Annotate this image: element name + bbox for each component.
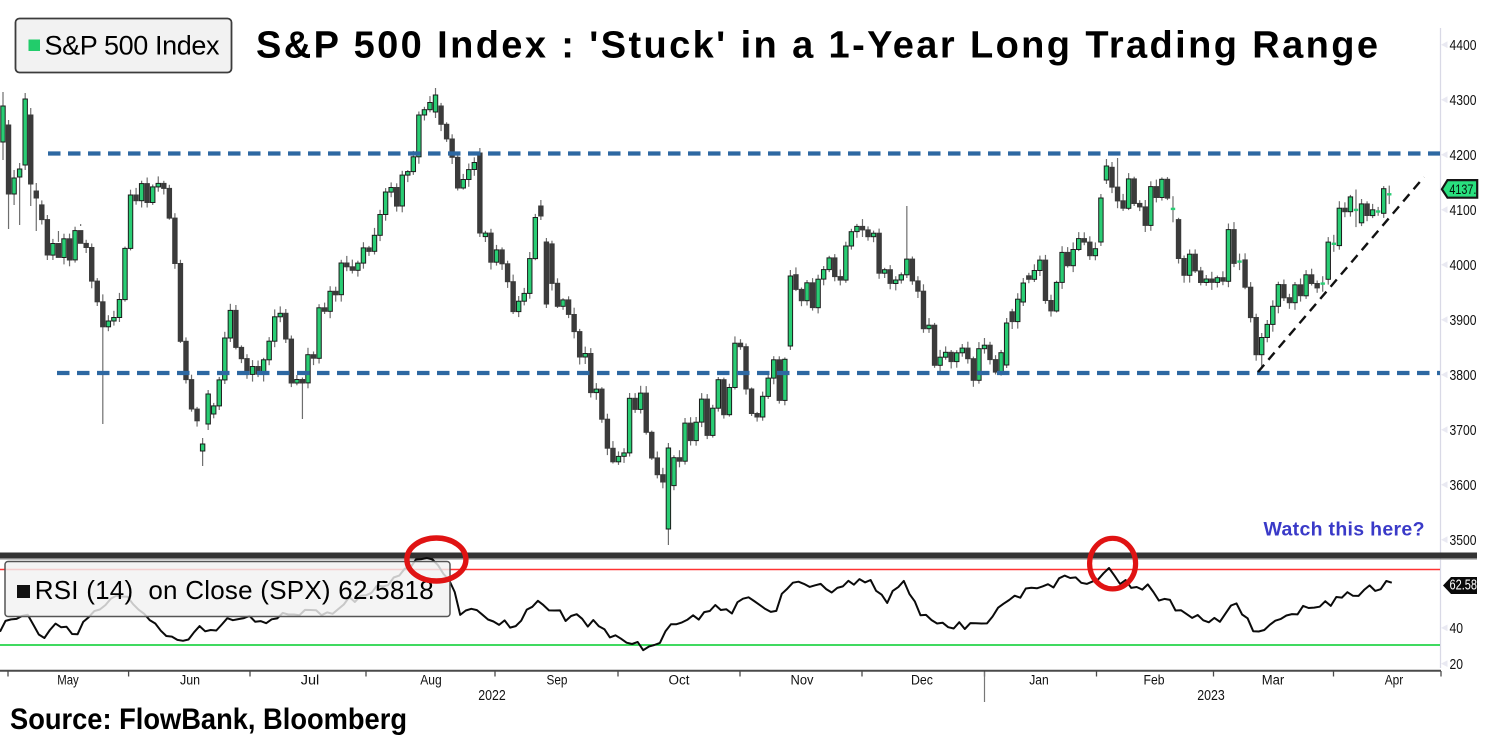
svg-text:Aug: Aug <box>420 673 442 688</box>
svg-text:2023: 2023 <box>1197 688 1225 704</box>
svg-text:Source: FlowBank, Bloomberg: Source: FlowBank, Bloomberg <box>10 703 407 736</box>
svg-text:3700: 3700 <box>1450 423 1477 439</box>
svg-text:Apr: Apr <box>1385 673 1404 688</box>
svg-text:S&P 500 Index : 'Stuck' in a 1: S&P 500 Index : 'Stuck' in a 1-Year Long… <box>256 24 1378 66</box>
svg-text:RSI (14) on Close (SPX) 62.58: RSI (14) on Close (SPX) 62.5818 <box>35 575 434 605</box>
svg-text:Sep: Sep <box>547 673 568 688</box>
svg-text:4200: 4200 <box>1450 148 1477 164</box>
svg-text:4137.: 4137. <box>1449 182 1476 197</box>
svg-text:May: May <box>57 673 79 688</box>
svg-text:20: 20 <box>1450 657 1464 673</box>
svg-text:Feb: Feb <box>1144 673 1165 688</box>
svg-text:3600: 3600 <box>1450 478 1477 494</box>
svg-text:4400: 4400 <box>1450 38 1477 54</box>
svg-text:Oct: Oct <box>669 673 690 688</box>
svg-text:Dec: Dec <box>911 673 933 688</box>
svg-text:62.58: 62.58 <box>1450 578 1478 594</box>
svg-text:Watch this here?: Watch this here? <box>1264 519 1425 541</box>
svg-text:Mar: Mar <box>1262 673 1285 688</box>
svg-text:4000: 4000 <box>1450 258 1477 274</box>
svg-text:4300: 4300 <box>1450 93 1477 109</box>
svg-text:2022: 2022 <box>478 688 506 704</box>
svg-text:Jun: Jun <box>180 673 200 688</box>
svg-text:3800: 3800 <box>1450 368 1477 384</box>
svg-text:Jul: Jul <box>301 673 320 688</box>
svg-text:S&P 500 Index: S&P 500 Index <box>45 31 221 61</box>
svg-text:4100: 4100 <box>1450 203 1477 219</box>
svg-text:3500: 3500 <box>1450 533 1477 549</box>
svg-text:3900: 3900 <box>1450 313 1477 329</box>
svg-text:40: 40 <box>1450 621 1464 637</box>
svg-text:Jan: Jan <box>1029 673 1049 688</box>
svg-text:Nov: Nov <box>791 673 814 688</box>
